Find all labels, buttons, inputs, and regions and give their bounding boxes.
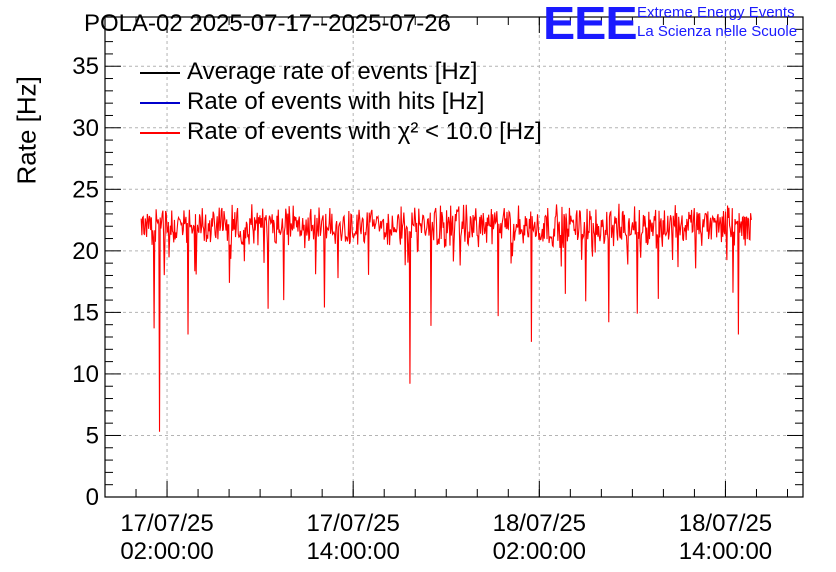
y-axis-label: Rate [Hz] — [11, 76, 42, 185]
x-tick-date-label: 17/07/25 — [306, 510, 399, 537]
legend-swatch-average — [140, 72, 180, 74]
y-tick-label: 0 — [86, 484, 99, 511]
y-tick-label: 25 — [72, 176, 99, 203]
y-tick-label: 10 — [72, 361, 99, 388]
legend-swatch-chi2 — [140, 132, 180, 134]
y-tick-label: 5 — [86, 422, 99, 449]
plot-frame — [104, 16, 804, 498]
y-tick-label: 35 — [72, 53, 99, 80]
eee-logo: EEE — [543, 0, 638, 49]
x-tick-time-label: 14:00:00 — [679, 538, 772, 565]
x-axis-ticks: 17/07/2502:00:0017/07/2514:00:0018/07/25… — [104, 17, 788, 565]
legend-label-average: Average rate of events [Hz] — [187, 58, 478, 85]
y-axis-ticks: 0 5 10 15 20 25 30 35 — [72, 16, 803, 511]
x-tick-date-label: 18/07/25 — [493, 510, 586, 537]
eee-logo-line2: La Scienza nelle Scuole — [637, 23, 798, 40]
eee-logo-line1: Extreme Energy Events — [637, 4, 795, 21]
eee-logo-text: Extreme Energy Events La Scienza nelle S… — [637, 3, 797, 41]
x-tick-date-label: 18/07/25 — [679, 510, 772, 537]
series-chi2-rate — [140, 203, 752, 432]
legend-swatch-hits — [140, 102, 180, 104]
y-tick-label: 30 — [72, 115, 99, 142]
legend-label-chi2: Rate of events with χ² < 10.0 [Hz] — [187, 118, 542, 145]
y-tick-label: 20 — [72, 238, 99, 265]
plot-title: POLA-02 2025-07-17--2025-07-26 — [84, 10, 451, 37]
x-tick-date-label: 17/07/25 — [120, 510, 213, 537]
x-tick-time-label: 14:00:00 — [306, 538, 399, 565]
y-tick-label: 15 — [72, 299, 99, 326]
x-tick-time-label: 02:00:00 — [493, 538, 586, 565]
series-line-chi2 — [140, 203, 752, 432]
legend-label-hits: Rate of events with hits [Hz] — [187, 88, 485, 115]
x-tick-time-label: 02:00:00 — [120, 538, 213, 565]
